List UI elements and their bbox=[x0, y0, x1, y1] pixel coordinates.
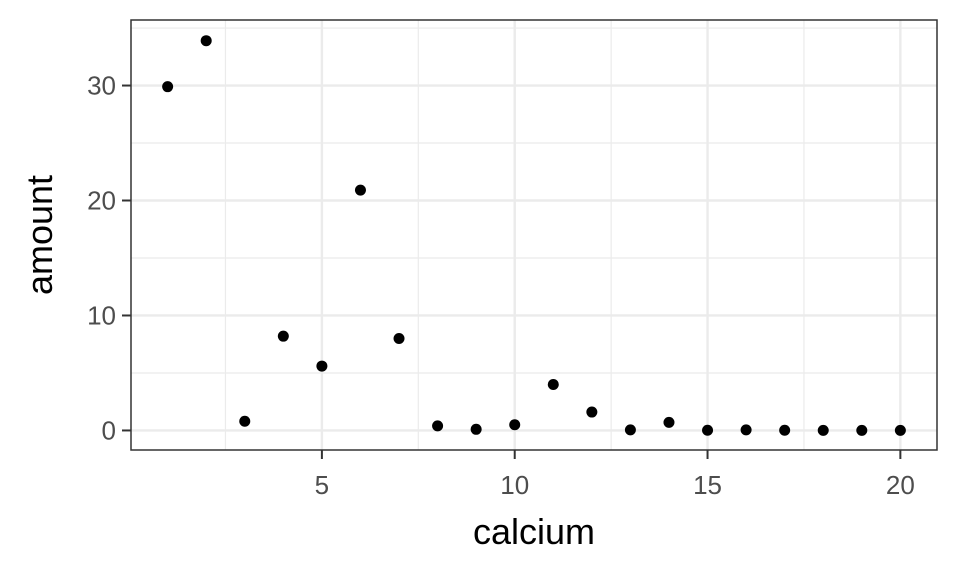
data-point bbox=[316, 360, 328, 372]
data-point bbox=[200, 35, 212, 47]
data-point bbox=[509, 419, 521, 431]
y-axis-title: amount bbox=[19, 175, 60, 295]
x-axis-ticks: 5 10 15 20 bbox=[315, 450, 915, 500]
data-point bbox=[702, 424, 714, 436]
y-tick-label: 30 bbox=[87, 71, 116, 101]
x-tick-label: 5 bbox=[315, 470, 329, 500]
y-tick-label: 20 bbox=[87, 186, 116, 216]
data-point bbox=[856, 424, 868, 436]
data-point bbox=[817, 424, 829, 436]
x-axis-title: calcium bbox=[473, 511, 595, 552]
y-tick-label: 0 bbox=[102, 415, 116, 445]
panel-border bbox=[130, 19, 938, 451]
data-point bbox=[894, 424, 906, 436]
data-point bbox=[239, 415, 251, 427]
data-point bbox=[162, 81, 174, 93]
data-point bbox=[470, 423, 482, 435]
data-point bbox=[663, 416, 675, 428]
x-tick-label: 15 bbox=[693, 470, 722, 500]
data-point bbox=[740, 424, 752, 436]
data-point bbox=[547, 378, 559, 390]
x-tick-label: 20 bbox=[886, 470, 915, 500]
data-point bbox=[432, 420, 444, 432]
data-point bbox=[586, 406, 598, 418]
panel-background bbox=[131, 20, 937, 450]
data-point bbox=[277, 330, 289, 342]
major-grid bbox=[131, 20, 937, 450]
data-point bbox=[779, 424, 791, 436]
data-point bbox=[354, 184, 366, 196]
x-tick-label: 10 bbox=[500, 470, 529, 500]
y-axis-ticks: 0 10 20 30 bbox=[87, 71, 131, 445]
data-point bbox=[393, 332, 405, 344]
minor-grid bbox=[131, 20, 937, 450]
y-tick-label: 10 bbox=[87, 300, 116, 330]
data-points bbox=[162, 35, 906, 436]
data-point bbox=[624, 424, 636, 436]
